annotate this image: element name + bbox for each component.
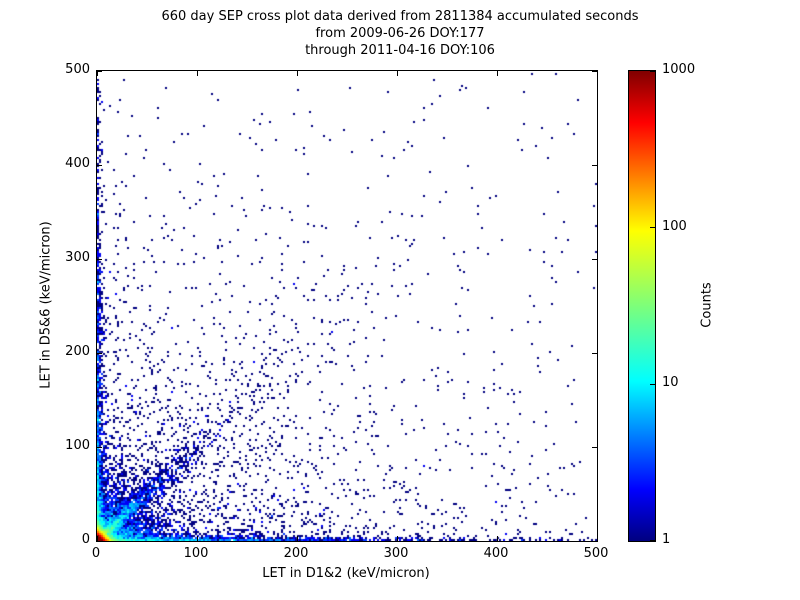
- y-tick-label: 200: [65, 344, 90, 359]
- colorbar-tick-mark: [650, 71, 655, 72]
- x-tick-label: 200: [283, 546, 309, 561]
- y-tick-label: 400: [65, 156, 90, 171]
- colorbar-tick-label: 1: [662, 532, 671, 547]
- x-tick-label: 500: [583, 546, 609, 561]
- x-tick-mark: [296, 536, 298, 541]
- x-tick-mark: [496, 536, 498, 541]
- y-tick-mark: [592, 258, 597, 260]
- colorbar-gradient: [629, 71, 655, 541]
- y-tick-mark: [97, 352, 102, 354]
- x-axis-label: LET in D1&2 (keV/micron): [262, 566, 430, 581]
- scatter-canvas: [97, 71, 597, 541]
- y-tick-label: 300: [65, 250, 90, 265]
- y-tick-mark: [97, 446, 102, 448]
- x-tick-label: 400: [483, 546, 509, 561]
- x-tick-mark: [596, 71, 598, 76]
- y-tick-label: 100: [65, 438, 90, 453]
- x-tick-label: 300: [383, 546, 409, 561]
- x-tick-mark: [296, 71, 298, 76]
- colorbar-tick-mark: [650, 227, 655, 229]
- colorbar-tick-label: 10: [662, 375, 679, 391]
- x-tick-mark: [496, 71, 498, 76]
- x-tick-mark: [396, 71, 398, 76]
- colorbar-tick-mark: [650, 540, 655, 541]
- x-tick-label: 0: [91, 546, 101, 561]
- y-tick-mark: [592, 164, 597, 166]
- chart-title-line-2: from 2009-06-26 DOY:177: [315, 26, 485, 41]
- x-tick-mark: [196, 536, 198, 541]
- x-tick-mark: [96, 71, 98, 76]
- y-tick-label: 0: [81, 532, 90, 547]
- colorbar: [628, 70, 656, 542]
- colorbar-tick-label: 1000: [662, 62, 696, 77]
- y-tick-mark: [97, 164, 102, 166]
- y-tick-mark: [97, 70, 102, 72]
- y-tick-label: 500: [65, 62, 90, 77]
- y-tick-mark: [592, 70, 597, 72]
- y-tick-mark: [592, 352, 597, 354]
- chart-title-line-1: 660 day SEP cross plot data derived from…: [161, 9, 639, 24]
- x-tick-mark: [96, 536, 98, 541]
- y-tick-mark: [592, 540, 597, 542]
- y-tick-mark: [97, 258, 102, 260]
- x-tick-mark: [196, 71, 198, 76]
- chart-title-line-3: through 2011-04-16 DOY:106: [305, 43, 495, 58]
- chart-title: 660 day SEP cross plot data derived from…: [0, 8, 800, 59]
- x-tick-mark: [596, 536, 598, 541]
- plot-area: [96, 70, 598, 542]
- colorbar-tick-mark: [650, 383, 655, 385]
- y-axis-label: LET in D5&6 (keV/micron): [38, 221, 54, 389]
- y-tick-mark: [592, 446, 597, 448]
- colorbar-label: Counts: [699, 282, 715, 328]
- x-tick-mark: [396, 536, 398, 541]
- colorbar-tick-label: 100: [662, 218, 687, 234]
- x-tick-label: 100: [183, 546, 209, 561]
- y-tick-mark: [97, 540, 102, 542]
